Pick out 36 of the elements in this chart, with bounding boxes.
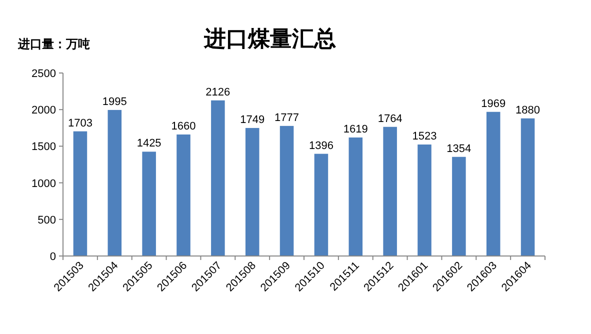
bar	[280, 126, 294, 256]
data-label: 1703	[68, 117, 92, 130]
y-tick-label: 2000	[32, 104, 56, 117]
bar	[245, 128, 260, 256]
bar	[383, 126, 397, 256]
data-label: 1880	[516, 104, 540, 116]
y-tick-label: 0	[50, 251, 56, 263]
chart-title: 进口煤量汇总	[203, 26, 336, 52]
data-label: 1777	[274, 112, 300, 124]
data-label: 1995	[102, 96, 127, 108]
data-label: 1764	[378, 112, 402, 125]
bar	[176, 134, 190, 256]
data-label: 1619	[343, 123, 368, 136]
bar	[452, 156, 466, 256]
data-label: 1749	[240, 114, 265, 126]
bar	[520, 118, 535, 256]
bar	[108, 110, 122, 256]
data-label: 2126	[206, 86, 230, 98]
data-label: 1396	[308, 140, 334, 152]
y-tick-label: 2500	[32, 68, 56, 80]
y-tick-label: 500	[38, 214, 56, 226]
y-tick-label: 1500	[32, 141, 56, 154]
bar	[211, 100, 225, 256]
bar	[142, 152, 156, 256]
bar	[314, 154, 328, 256]
y-axis-title: 进口量：万吨	[17, 37, 90, 51]
data-label: 1660	[171, 120, 196, 132]
bar	[418, 144, 432, 256]
bar	[73, 131, 88, 256]
data-label: 1425	[136, 138, 162, 150]
data-label: 1969	[481, 98, 506, 110]
bar	[486, 112, 500, 256]
data-label: 1523	[412, 130, 437, 143]
bar	[348, 137, 363, 256]
data-label: 1354	[446, 142, 472, 155]
y-tick-label: 1000	[32, 178, 56, 190]
